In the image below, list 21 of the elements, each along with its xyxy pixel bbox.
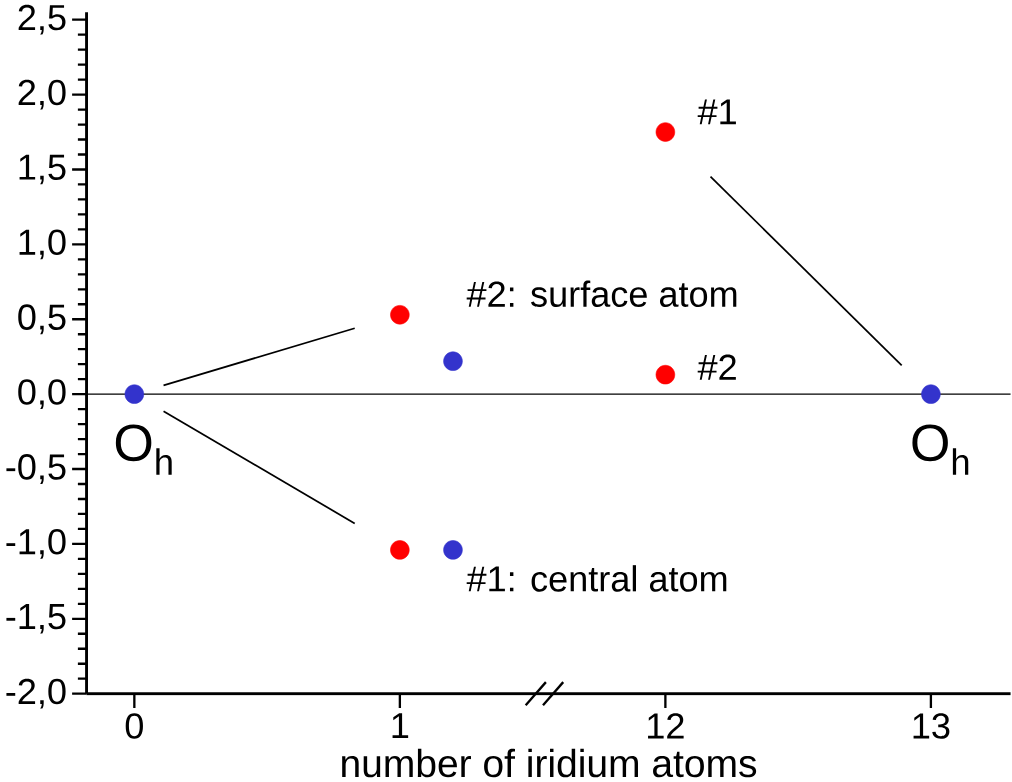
x-tick-label: 13 <box>913 713 950 739</box>
annotation: O$_{h}$ <box>912 424 969 475</box>
y-tick-label: 0,5 <box>18 304 66 335</box>
y-tick-label: 1,0 <box>19 229 66 260</box>
y-tick-label: 2,5 <box>18 4 66 35</box>
x-tick-label: 12 <box>648 713 684 739</box>
y-tick-label: 0,0 <box>18 379 66 409</box>
x-tick-label: 0 <box>125 713 143 739</box>
y-tick-label: -1,0 <box>6 528 66 559</box>
y-tick-label: 1,5 <box>19 154 66 185</box>
annotation: #1: central atom <box>466 565 727 592</box>
annotation: O$_{h}$ <box>115 424 172 475</box>
y-tick-label: -1,5 <box>6 604 66 634</box>
y-tick-label: -0,5 <box>6 454 66 484</box>
y-tick-label: -2,0 <box>6 678 66 709</box>
annotation: #2: surface atom <box>466 280 737 307</box>
annotation: #1 <box>697 99 736 125</box>
x-tick-label: 1 <box>392 713 409 738</box>
x-axis-title: number of iridium atoms <box>342 748 757 778</box>
annotation: #2 <box>697 354 736 380</box>
y-tick-label: 2,0 <box>18 79 66 110</box>
